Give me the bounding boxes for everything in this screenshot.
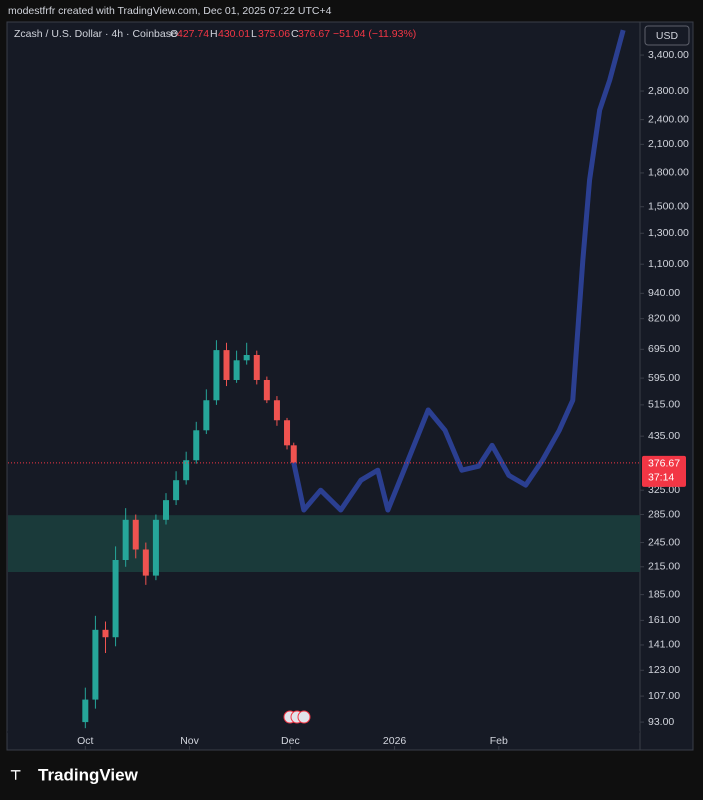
candle-body — [284, 420, 291, 446]
close: 376.67 — [298, 28, 330, 40]
y-tick-label: 285.00 — [648, 508, 680, 520]
l-label: L — [251, 28, 257, 40]
last-price-label: 376.67 — [648, 458, 680, 470]
y-tick-label: 595.00 — [648, 372, 680, 384]
y-tick-label: 93.00 — [648, 716, 674, 728]
candle-body — [92, 629, 99, 700]
candle-body — [263, 379, 270, 401]
candle-body — [233, 360, 240, 380]
y-tick-label: 215.00 — [648, 561, 680, 573]
candle-body — [112, 559, 119, 638]
y-tick-label: 1,800.00 — [648, 167, 689, 179]
candle-body — [82, 699, 89, 723]
x-tick-label: Feb — [490, 735, 508, 747]
candle-body — [243, 355, 250, 361]
y-tick-label: 1,100.00 — [648, 258, 689, 270]
y-tick-label: 940.00 — [648, 287, 680, 299]
currency-button[interactable] — [644, 25, 690, 46]
candle-body — [203, 400, 210, 431]
y-tick-label: 695.00 — [648, 343, 680, 355]
o-label: O — [170, 28, 178, 40]
y-tick-label: 161.00 — [648, 614, 680, 626]
candle-body — [142, 549, 149, 576]
y-tick-label: 245.00 — [648, 536, 680, 548]
y-tick-label: 123.00 — [648, 664, 680, 676]
y-tick-label: 820.00 — [648, 312, 680, 324]
y-tick-label: 141.00 — [648, 639, 680, 651]
y-tick-label: 2,400.00 — [648, 113, 689, 125]
candle-body — [183, 460, 190, 481]
countdown: 37:14 — [648, 472, 674, 484]
legend-line: Zcash / U.S. Dollar · 4h · Coinbase O 42… — [14, 28, 416, 40]
symbol: Zcash / U.S. Dollar · 4h · Coinbase — [14, 28, 177, 40]
candle-body — [122, 519, 129, 560]
candle-body — [273, 400, 280, 421]
open: 427.74 — [177, 28, 209, 40]
x-tick-label: Oct — [77, 735, 93, 747]
candle-body — [152, 519, 159, 576]
change: −51.04 (−11.93%) — [333, 28, 416, 40]
y-tick-label: 185.00 — [648, 588, 680, 600]
last-price-box — [642, 455, 686, 487]
candle-body — [173, 480, 180, 501]
zone — [8, 515, 640, 573]
y-tick-label: 325.00 — [648, 484, 680, 496]
y-tick-label: 435.00 — [648, 430, 680, 442]
logo-mark: ⊤ — [10, 767, 21, 782]
x-tick-label: 2026 — [383, 735, 407, 747]
currency[interactable]: USD — [656, 30, 679, 42]
x-tick-label: Dec — [281, 735, 300, 747]
candle-body — [163, 500, 169, 520]
low: 375.06 — [258, 28, 290, 40]
c-label: C — [291, 28, 299, 40]
candle-body — [193, 430, 200, 461]
candle-body — [253, 355, 260, 380]
candle-body — [213, 350, 220, 401]
candle-body — [102, 629, 109, 638]
event-icons — [283, 710, 311, 724]
y-tick-label: 2,800.00 — [648, 85, 689, 97]
h-label: H — [210, 28, 218, 40]
event-icon[interactable] — [297, 710, 311, 724]
chart-frame — [6, 21, 694, 751]
header: modestfrfr created with TradingView.com,… — [8, 5, 332, 17]
y-tick-label: 515.00 — [648, 399, 680, 411]
logo: TradingView — [38, 765, 139, 784]
y-tick-label: 3,400.00 — [648, 49, 689, 61]
y-tick-label: 1,300.00 — [648, 227, 689, 239]
y-tick-label: 107.00 — [648, 690, 680, 702]
high: 430.01 — [218, 28, 250, 40]
x-tick-label: Nov — [180, 735, 199, 747]
y-tick-label: 2,100.00 — [648, 138, 689, 150]
candle-body — [223, 350, 230, 380]
plot: 3,400.00 2,800.00 2,400.00 2,100.00 1,800.00… — [8, 29, 689, 750]
candle-body — [290, 445, 297, 463]
y-tick-label: 1,500.00 — [648, 201, 689, 213]
projection-line — [291, 29, 626, 513]
candle-body — [132, 519, 139, 550]
